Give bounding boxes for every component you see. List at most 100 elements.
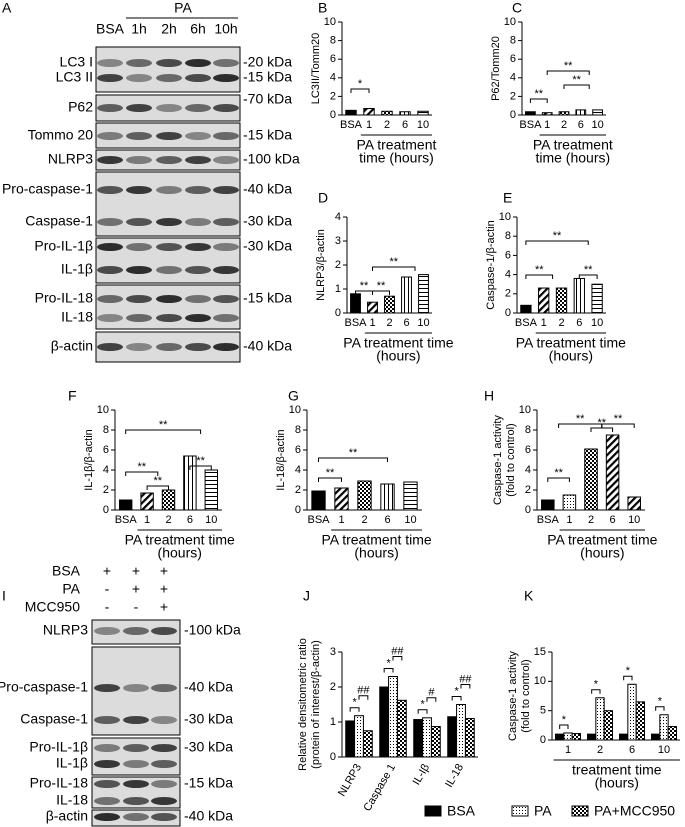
y-tick-label: 2 xyxy=(525,484,531,496)
bar xyxy=(555,733,565,741)
bar xyxy=(555,287,568,314)
significance-label: ** xyxy=(349,447,358,459)
blot-band xyxy=(156,186,182,194)
lane-label: 1h xyxy=(131,21,147,37)
significance-bracket xyxy=(559,724,569,729)
blot-band xyxy=(126,132,152,140)
y-tick-label: 0 xyxy=(330,751,336,763)
blot-box xyxy=(95,171,241,237)
condition-sign: + xyxy=(160,599,168,615)
blot-band xyxy=(151,780,177,788)
x-tick-label: 1 xyxy=(565,744,571,756)
row-label: LC3 II xyxy=(56,69,93,85)
x-axis-label: PA treatment time xyxy=(343,335,453,351)
y-tick-label: 5 xyxy=(540,705,546,717)
y-axis-label: P62/Tomm20 xyxy=(490,36,502,101)
y-axis-label: (protein of interest/β-actin) xyxy=(310,640,322,769)
x-tick-label: 10 xyxy=(404,514,416,526)
bar xyxy=(362,730,373,758)
marker-label: -30 kDa xyxy=(184,711,233,727)
blot-band xyxy=(97,156,123,164)
bar xyxy=(563,732,573,741)
y-tick-label: 1 xyxy=(335,283,341,295)
row-label: Pro-IL-1β xyxy=(29,739,88,755)
row-label: IL-18 xyxy=(61,309,93,325)
y-axis-label: (fold to control) xyxy=(520,659,532,732)
blot-band xyxy=(213,74,239,82)
marker-label: -30 kDa xyxy=(243,213,292,229)
blot-band xyxy=(156,156,182,164)
significance-label: ** xyxy=(196,455,205,467)
bar xyxy=(413,719,424,758)
bar xyxy=(573,277,585,314)
legend-label: PA+MCC950 xyxy=(594,803,675,819)
y-tick-label: 4 xyxy=(505,269,511,281)
y-tick-label: 0 xyxy=(510,109,516,121)
bar xyxy=(584,448,598,511)
significance-bracket xyxy=(189,465,212,470)
blot-band xyxy=(97,104,123,112)
y-tick-label: 10 xyxy=(289,404,301,416)
blot-band xyxy=(185,132,211,140)
y-tick-label: 2 xyxy=(335,259,341,271)
blot-band xyxy=(156,74,182,82)
x-axis-label: (hours) xyxy=(376,348,420,364)
bar xyxy=(538,287,550,314)
x-axis-label: PA treatment time xyxy=(125,532,235,548)
x-tick-label: BSA xyxy=(115,514,138,526)
y-tick-label: 6 xyxy=(505,249,511,261)
legend-swatch xyxy=(511,805,529,817)
blot-band xyxy=(213,156,239,164)
bar xyxy=(430,726,441,758)
x-tick-label: BSA xyxy=(344,317,367,329)
bar xyxy=(140,492,154,511)
x-axis-label: PA treatment time xyxy=(516,335,626,351)
y-tick-label: 2 xyxy=(510,90,516,102)
blot-box xyxy=(95,46,241,93)
bar xyxy=(525,111,536,116)
y-tick-label: 4 xyxy=(330,72,336,84)
bar xyxy=(667,726,677,741)
x-tick-label: BSA xyxy=(519,119,542,131)
bar xyxy=(357,480,372,511)
bar xyxy=(379,686,390,758)
blot-band xyxy=(97,314,123,322)
blot-band xyxy=(151,684,177,692)
significance-bracket xyxy=(349,707,360,712)
blot-band xyxy=(126,266,152,274)
panel-label: G xyxy=(288,388,299,404)
x-tick-label: IL-Iβ xyxy=(411,762,433,787)
blot-band xyxy=(123,716,149,724)
blot-band xyxy=(126,186,152,194)
condition-sign: + xyxy=(132,563,140,579)
blot-band xyxy=(213,314,239,322)
blot-band xyxy=(94,744,120,752)
blot-band xyxy=(185,314,211,322)
marker-label: -100 kDa xyxy=(243,151,300,167)
blot-band xyxy=(213,266,239,274)
condition-sign: - xyxy=(134,599,139,615)
legend-swatch xyxy=(571,805,589,817)
bar xyxy=(635,701,645,741)
x-tick-label: 10 xyxy=(417,317,429,329)
blot-band xyxy=(185,343,211,351)
significance-label: * xyxy=(562,714,567,726)
y-tick-label: 8 xyxy=(103,424,109,436)
lane-label: 2h xyxy=(161,21,177,37)
bar xyxy=(627,683,637,741)
bar xyxy=(558,111,570,116)
blot-band xyxy=(97,218,123,226)
x-tick-label: 6 xyxy=(629,744,635,756)
row-label: β-actin xyxy=(46,808,88,824)
significance-bracket xyxy=(146,485,169,490)
y-tick-label: 0 xyxy=(295,504,301,516)
blot-band xyxy=(97,59,123,67)
bar xyxy=(380,483,395,511)
y-tick-label: 8 xyxy=(330,35,336,47)
significance-label: ** xyxy=(377,280,386,292)
blot-band xyxy=(185,266,211,274)
y-tick-label: 0 xyxy=(525,504,531,516)
x-tick-label: BSA xyxy=(340,119,363,131)
bar xyxy=(345,720,356,758)
x-tick-label: BSA xyxy=(537,514,560,526)
